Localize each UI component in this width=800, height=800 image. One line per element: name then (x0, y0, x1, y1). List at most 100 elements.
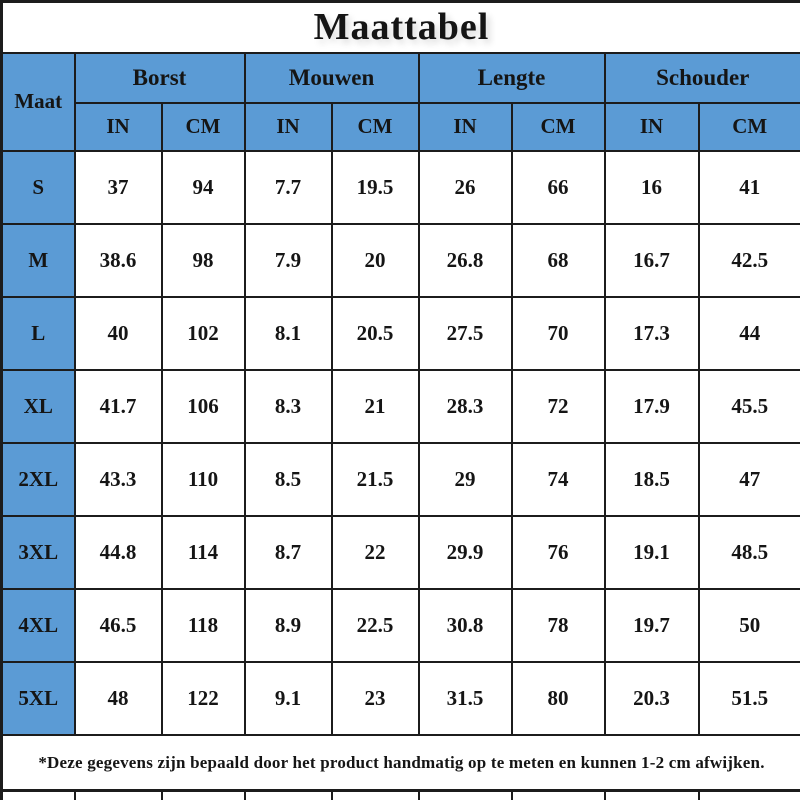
size-value: 18.5 (603, 441, 700, 517)
size-label: 2XL (0, 441, 76, 517)
unit-header-mouwen-in: IN (243, 101, 333, 152)
table-row: 4XL 46.5 118 8.9 22.5 30.8 78 19.7 50 (0, 587, 800, 663)
unit-header-mouwen-cm: CM (330, 101, 420, 152)
size-value: 29 (417, 441, 513, 517)
page-title: Maattabel (0, 0, 800, 54)
size-label: 5XL (0, 660, 76, 736)
size-value: 70 (510, 295, 606, 371)
table-row: L 40 102 8.1 20.5 27.5 70 17.3 44 (0, 295, 800, 371)
table-row: S 37 94 7.7 19.5 26 66 16 41 (0, 149, 800, 225)
group-header-row: Maat Borst Mouwen Lengte Schouder (0, 51, 800, 152)
unit-header-lengte-cm: CM (510, 101, 606, 152)
size-value: 118 (160, 587, 246, 663)
size-value: 42.5 (697, 222, 800, 298)
unit-header-schouder-cm: CM (697, 101, 800, 152)
size-value: 7.9 (243, 222, 333, 298)
size-value: 98 (160, 222, 246, 298)
size-value: 38.6 (73, 222, 163, 298)
size-value: 22.5 (330, 587, 420, 663)
size-value: 8.7 (243, 514, 333, 590)
table-row: 5XL 48 122 9.1 23 31.5 80 20.3 51.5 (0, 660, 800, 736)
size-value: 78 (510, 587, 606, 663)
size-value: 29.9 (417, 514, 513, 590)
table-row: XL 41.7 106 8.3 21 28.3 72 17.9 45.5 (0, 368, 800, 444)
size-label: M (0, 222, 76, 298)
size-value: 41.7 (73, 368, 163, 444)
corner-header-maat: Maat (0, 51, 76, 152)
size-label: S (0, 149, 76, 225)
size-value: 94 (160, 149, 246, 225)
size-value: 37 (73, 149, 163, 225)
size-value: 20.3 (603, 660, 700, 736)
size-value: 44.8 (73, 514, 163, 590)
size-value: 20 (330, 222, 420, 298)
size-value: 22 (330, 514, 420, 590)
size-value: 20.5 (330, 295, 420, 371)
size-value: 114 (160, 514, 246, 590)
size-value: 30.8 (417, 587, 513, 663)
unit-header-borst-cm: CM (160, 101, 246, 152)
size-value: 17.9 (603, 368, 700, 444)
size-value: 27.5 (417, 295, 513, 371)
size-value: 9.1 (243, 660, 333, 736)
size-value: 19.5 (330, 149, 420, 225)
table-row: 3XL 44.8 114 8.7 22 29.9 76 19.1 48.5 (0, 514, 800, 590)
measurement-disclaimer: *Deze gegevens zijn bepaald door het pro… (0, 733, 800, 792)
size-value: 21.5 (330, 441, 420, 517)
size-value: 48 (73, 660, 163, 736)
col-header-borst: Borst (73, 51, 246, 104)
size-value: 80 (510, 660, 606, 736)
unit-header-row: IN CM IN CM IN CM IN CM (2, 101, 800, 152)
size-value: 17.3 (603, 295, 700, 371)
col-header-mouwen: Mouwen (243, 51, 420, 104)
size-value: 19.1 (603, 514, 700, 590)
footnote-row: *Deze gegevens zijn bepaald door het pro… (0, 733, 800, 792)
size-value: 46.5 (73, 587, 163, 663)
size-value: 51.5 (697, 660, 800, 736)
size-value: 19.7 (603, 587, 700, 663)
size-label: XL (0, 368, 76, 444)
size-value: 43.3 (73, 441, 163, 517)
col-header-lengte: Lengte (417, 51, 606, 104)
size-value: 122 (160, 660, 246, 736)
size-value: 74 (510, 441, 606, 517)
size-value: 8.5 (243, 441, 333, 517)
size-value: 21 (330, 368, 420, 444)
table-row: M 38.6 98 7.9 20 26.8 68 16.7 42.5 (0, 222, 800, 298)
table-row: 2XL 43.3 110 8.5 21.5 29 74 18.5 47 (0, 441, 800, 517)
size-value: 110 (160, 441, 246, 517)
size-value: 47 (697, 441, 800, 517)
size-value: 26 (417, 149, 513, 225)
size-value: 102 (160, 295, 246, 371)
title-row: Maattabel (0, 0, 800, 54)
size-value: 28.3 (417, 368, 513, 444)
size-value: 31.5 (417, 660, 513, 736)
size-value: 26.8 (417, 222, 513, 298)
size-value: 72 (510, 368, 606, 444)
col-header-schouder: Schouder (603, 51, 800, 104)
size-value: 16.7 (603, 222, 700, 298)
size-value: 41 (697, 149, 800, 225)
size-value: 68 (510, 222, 606, 298)
size-value: 8.3 (243, 368, 333, 444)
size-value: 7.7 (243, 149, 333, 225)
size-label: 4XL (0, 587, 76, 663)
size-value: 106 (160, 368, 246, 444)
size-value: 8.1 (243, 295, 333, 371)
cutoff-next-row-strip (0, 789, 800, 800)
size-value: 45.5 (697, 368, 800, 444)
size-value: 40 (73, 295, 163, 371)
size-value: 44 (697, 295, 800, 371)
unit-header-borst-in: IN (73, 101, 163, 152)
size-value: 50 (697, 587, 800, 663)
size-value: 76 (510, 514, 606, 590)
size-value: 48.5 (697, 514, 800, 590)
unit-header-lengte-in: IN (417, 101, 513, 152)
size-value: 23 (330, 660, 420, 736)
size-label: 3XL (0, 514, 76, 590)
size-value: 16 (603, 149, 700, 225)
size-value: 8.9 (243, 587, 333, 663)
size-value: 66 (510, 149, 606, 225)
